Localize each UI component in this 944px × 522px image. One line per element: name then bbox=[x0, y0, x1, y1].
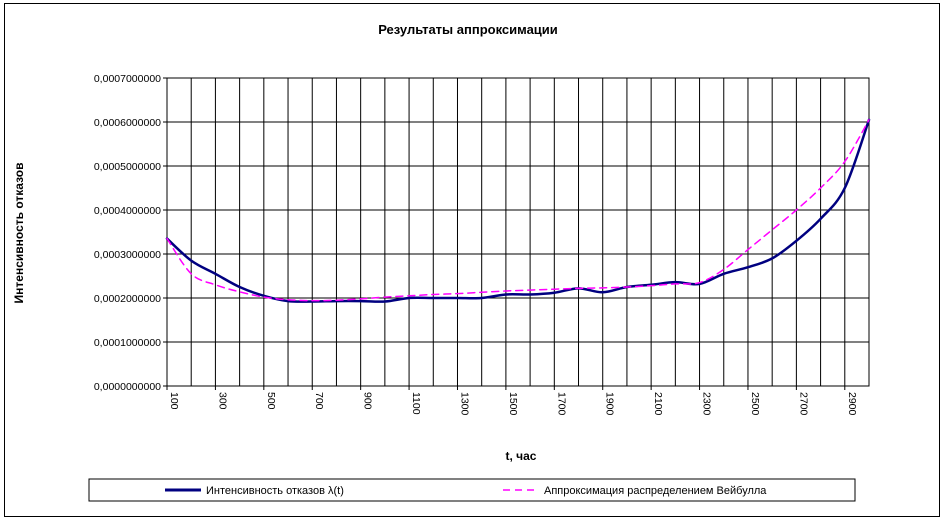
plot-area-border bbox=[166, 77, 870, 387]
chart: Результаты аппроксимации 0,00000000000,0… bbox=[12, 22, 871, 502]
x-tick-label: 1300 bbox=[458, 392, 470, 416]
series-line-lambda bbox=[165, 118, 871, 303]
legend: Интенсивность отказов λ(t) Аппроксимация… bbox=[88, 478, 856, 502]
y-tick-label: 0,0002000000 bbox=[94, 293, 161, 305]
y-tick-label: 0,0005000000 bbox=[94, 161, 161, 173]
y-axis-ticks: 0,0000000000 0,0001000000 0,0002000000 0,00… bbox=[94, 73, 167, 393]
legend-label-lambda: Интенсивность отказов λ(t) bbox=[206, 485, 344, 497]
y-tick-label: 0,0000000000 bbox=[94, 381, 161, 393]
chart-frame: Результаты аппроксимации 0,0000000000 0,0… bbox=[4, 3, 940, 517]
legend-label-weibull: Аппроксимация распределением Вейбулла bbox=[544, 485, 767, 497]
x-tick-label: 2300 bbox=[701, 392, 713, 416]
y-tick-label: 0,0003000000 bbox=[94, 249, 161, 261]
y-tick-label: 0,0001000000 bbox=[94, 337, 161, 349]
x-axis-ticks: 100 300 500 700 900 1100 1300 1500 1700 1900 2100 2… bbox=[166, 386, 858, 416]
series-line-weibull bbox=[166, 119, 870, 302]
x-tick-label: 2900 bbox=[846, 392, 858, 416]
x-tick-label: 300 bbox=[216, 392, 228, 410]
series-layer bbox=[165, 118, 871, 303]
x-tick-label: 2100 bbox=[652, 392, 664, 416]
y-axis-label: Интенсивность отказов bbox=[12, 163, 26, 304]
x-tick-label: 1900 bbox=[604, 392, 616, 416]
y-tick-label: 0,0007000000 bbox=[94, 73, 161, 85]
x-axis-label: t, час bbox=[506, 449, 537, 463]
x-tick-label: 900 bbox=[362, 392, 374, 410]
x-tick-label: 1700 bbox=[555, 392, 567, 416]
legend-box bbox=[88, 478, 856, 502]
x-tick-label: 2500 bbox=[749, 392, 761, 416]
x-tick-label: 100 bbox=[168, 392, 180, 410]
chart-title: Результаты аппроксимации bbox=[378, 22, 558, 37]
y-tick-label: 0,0004000000 bbox=[94, 205, 161, 217]
x-tick-label: 500 bbox=[265, 392, 277, 410]
x-tick-label: 1100 bbox=[410, 392, 422, 415]
x-tick-label: 700 bbox=[313, 392, 325, 410]
y-tick-label: 0,0006000000 bbox=[94, 117, 161, 129]
x-tick-label: 2700 bbox=[797, 392, 809, 416]
x-tick-label: 1500 bbox=[507, 392, 519, 416]
grid bbox=[166, 77, 870, 387]
